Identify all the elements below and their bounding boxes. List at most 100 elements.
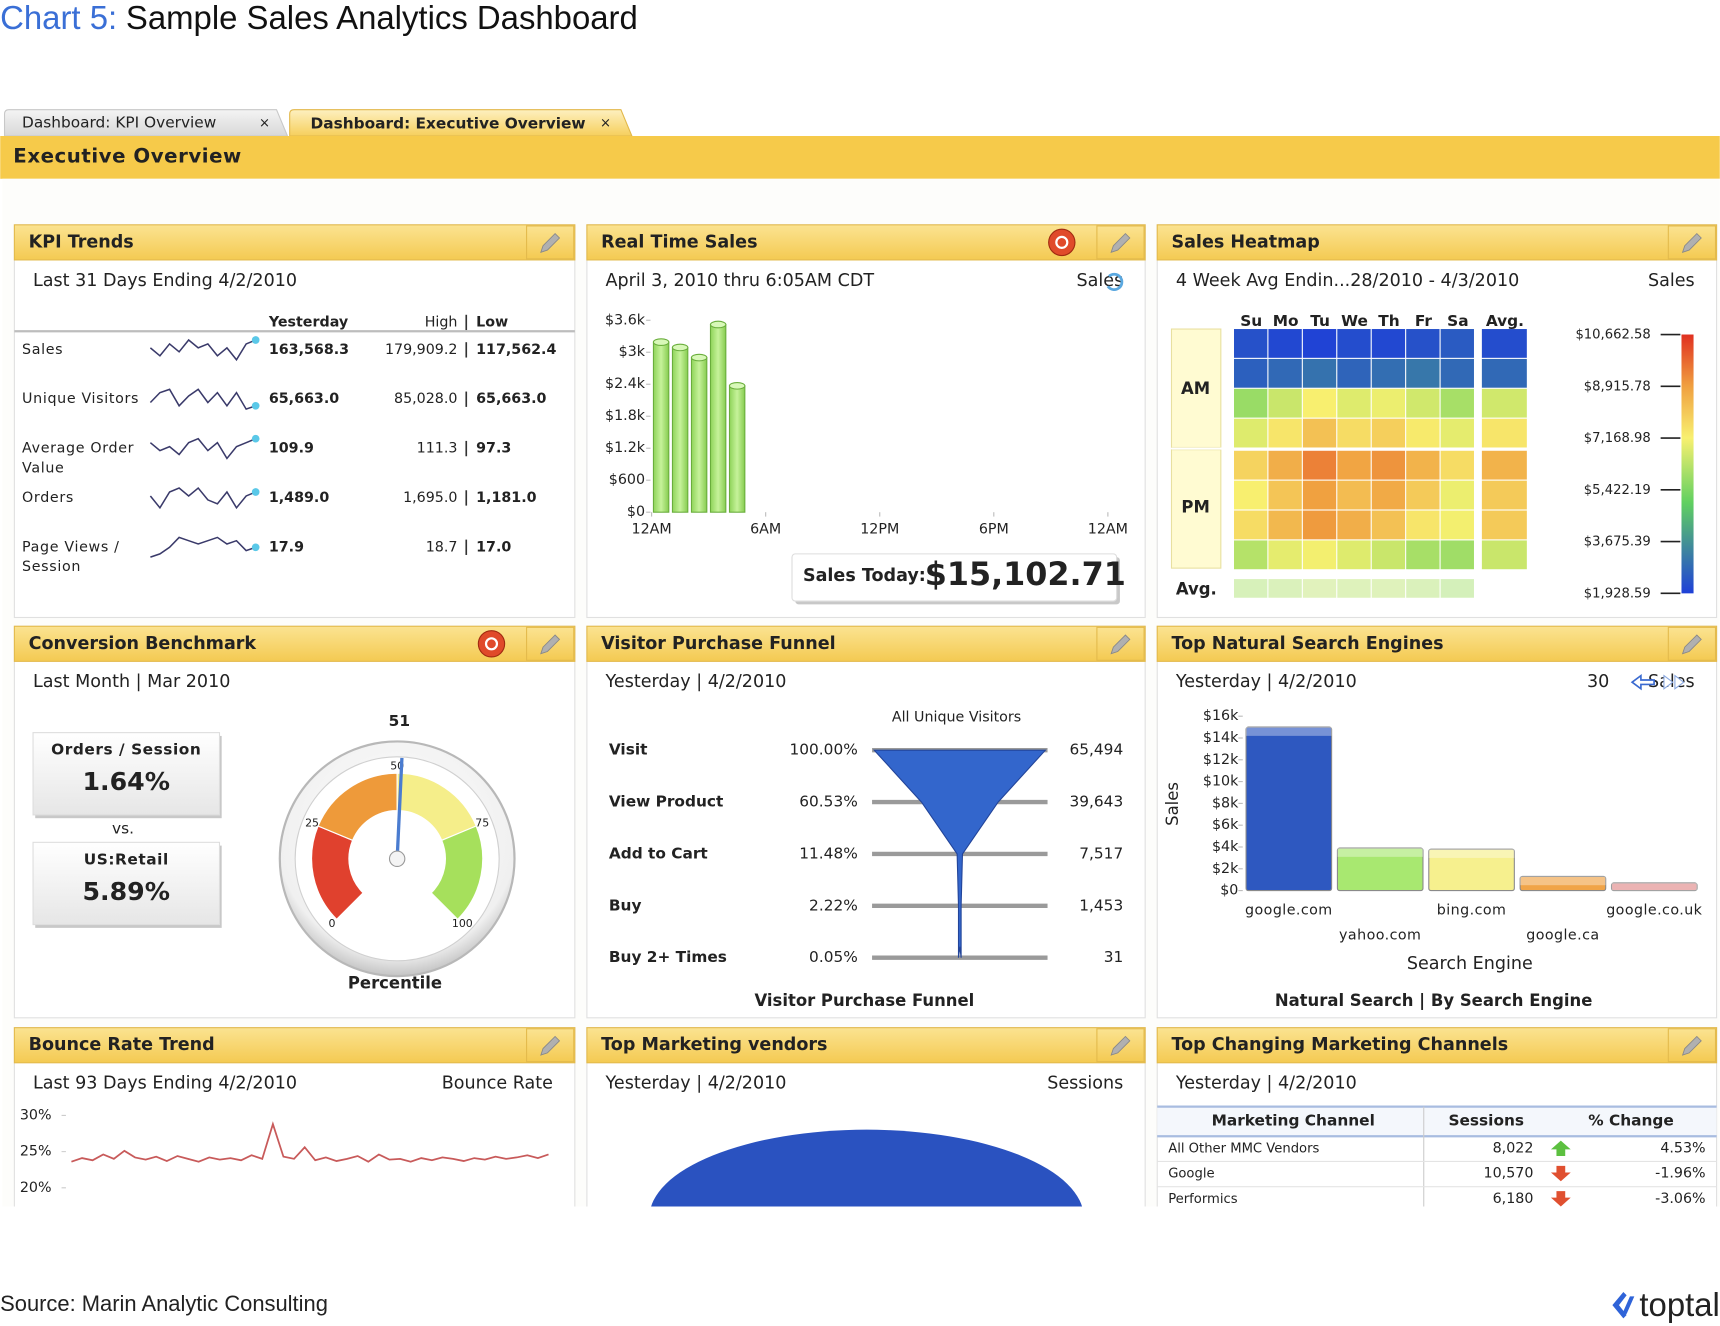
heat-cell [1302,418,1337,448]
action-icon [1055,235,1069,249]
tab-active[interactable] [289,109,633,137]
chart-footer: Natural Search | By Search Engine [1275,991,1593,1011]
heat-cell [1268,329,1302,358]
column-header: High [425,314,458,330]
tab-close[interactable]: × [259,116,270,131]
tab-close[interactable]: × [600,116,611,131]
chart-title: Sample Sales Analytics Dashboard [126,0,638,35]
bar-highlight [1611,882,1698,891]
heat-cell [1371,510,1406,540]
y-tick-label: $1.8k [605,408,646,424]
panel-subtitle: Yesterday | 4/2/2010 [1175,672,1357,692]
gauge-tick-label: 25 [305,817,319,830]
sparkline-end [251,543,260,552]
color-tick-label: $8,915.78 [1584,379,1651,394]
channel-name: All Other MMC Vendors [1168,1141,1319,1156]
funnel-count: 1,453 [1079,896,1123,914]
bar [1610,882,1698,892]
funnel-stage: Visit [609,741,648,759]
sparkline-end [251,401,260,410]
arrow-up [1550,1140,1571,1156]
edit-icon [540,634,561,655]
y-axis-label: Sales [1163,782,1182,826]
heat-cell [1440,450,1474,480]
heat-cell [1440,358,1474,388]
heat-cell [1440,540,1474,570]
heat-cell [1234,358,1268,388]
heat-cell [1406,358,1440,388]
funnel-percent: 60.53% [799,793,858,811]
bar [709,323,727,513]
metric-label: Orders / Session [51,741,201,759]
panel-header [1156,1027,1718,1064]
color-tick-label: $5,422.19 [1584,483,1651,498]
x-axis-label: Search Engine [1407,954,1533,974]
bar-highlight [1246,727,1332,736]
color-tick-label: $3,675.39 [1584,535,1651,550]
panel-title: Sales Heatmap [1171,232,1319,252]
funnel-percent: 100.00% [790,741,858,759]
column-label: Mo [1273,312,1299,330]
panel-title: Conversion Benchmark [29,634,257,654]
heat-cell [1406,388,1440,418]
column-label: We [1341,312,1368,330]
avg-cell [1406,579,1440,598]
bar [1428,848,1515,892]
action-button[interactable] [477,630,506,658]
kpi-low: 17.0 [476,539,511,555]
bar-highlight [1337,848,1423,857]
heat-cell [1481,418,1527,448]
funnel-percent: 11.48% [799,844,858,862]
avg-label: Avg. [1176,580,1217,599]
y-tick-label: $14k [1203,730,1239,746]
panel-subtitle: Last Month | Mar 2010 [33,672,230,692]
avg-cell [1440,579,1474,598]
heat-cell [1440,510,1474,540]
total-box [791,553,1118,602]
y-tick-label: $16k [1203,708,1239,724]
panel-header [586,625,1146,662]
heat-cell [1268,358,1302,388]
total-label: Sales Today: [803,566,926,586]
edit-icon [1681,232,1702,253]
tab[interactable] [3,109,289,137]
heat-cell [1481,510,1527,540]
panel-title: Visitor Purchase Funnel [601,634,835,654]
brand-name: toptal [1639,1286,1719,1323]
action-button[interactable] [1048,228,1076,257]
funnel-percent: 2.22% [809,896,858,914]
funnel-stage: Buy 2+ Times [609,948,727,966]
heat-cell [1268,388,1302,418]
refresh-icon[interactable] [1106,272,1124,291]
metric-value: 1.64% [83,767,170,796]
row-group-label: AM [1181,379,1210,398]
nav-arrow[interactable] [1630,673,1655,691]
sparkline [149,486,256,510]
heat-cell [1406,510,1440,540]
heat-cell [1371,358,1406,388]
panel-title: KPI Trends [29,232,134,252]
avg-cell [1371,579,1406,598]
sparkline [149,338,256,362]
channel-change: -3.06% [1655,1191,1705,1207]
panel-measure: Sessions [1047,1074,1123,1094]
heat-cell [1337,418,1371,448]
gauge-tick-label: 0 [329,917,336,930]
x-tick-label: 6PM [979,522,1009,538]
nav-arrow[interactable] [1663,674,1685,690]
chart-number: Chart 5: [0,0,117,35]
avg-cell [1234,579,1268,598]
funnel-shape [873,749,1047,958]
y-tick-label: $0 [627,504,645,520]
x-tick-label: google.com [1245,902,1333,918]
edit-icon [1110,232,1131,253]
bar-highlight [1520,876,1606,886]
x-tick-label: 12AM [632,522,672,538]
metric-value: 5.89% [83,877,170,906]
total-value: $15,102.71 [925,556,1126,593]
heat-cell [1406,450,1440,480]
heat-cell [1234,510,1268,540]
row-group-bg [1170,449,1222,569]
color-tick-label: $10,662.58 [1575,328,1650,343]
panel-subtitle: Last 93 Days Ending 4/2/2010 [33,1074,297,1094]
